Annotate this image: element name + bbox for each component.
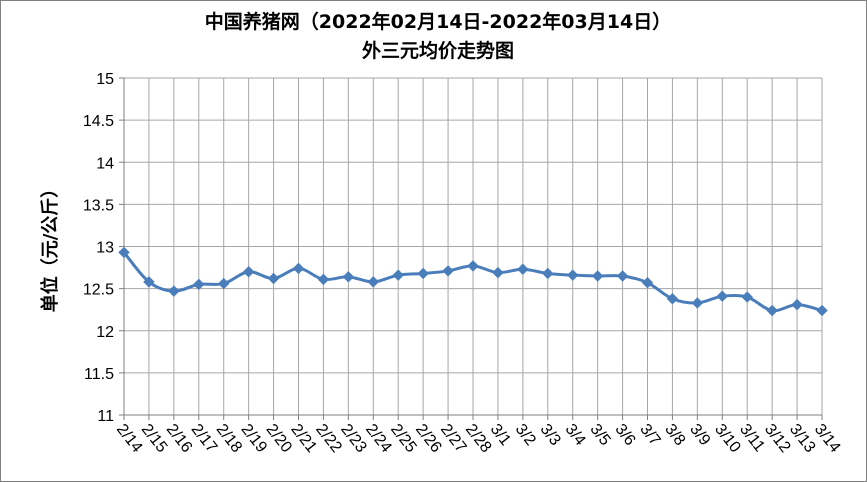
x-tick-label: 2/18 <box>213 421 246 456</box>
y-tick-label: 14.5 <box>83 113 114 130</box>
data-point <box>367 276 379 288</box>
x-tick-label: 2/14 <box>113 421 146 456</box>
data-point <box>143 276 155 288</box>
x-tick-label: 3/11 <box>736 421 768 455</box>
data-point <box>193 278 205 291</box>
x-tick-label: 3/14 <box>811 421 844 456</box>
data-point <box>816 304 828 317</box>
x-tick-label: 3/7 <box>636 421 663 449</box>
data-point <box>542 267 554 280</box>
data-point <box>616 270 629 282</box>
x-tick-label: 2/27 <box>437 421 470 456</box>
y-tick-label: 11.5 <box>84 366 114 383</box>
data-point <box>342 271 355 283</box>
y-tick-label: 12 <box>96 324 114 341</box>
x-tick-label: 2/22 <box>312 421 345 456</box>
data-point <box>567 269 579 281</box>
x-tick-label: 2/15 <box>138 421 171 456</box>
data-point <box>791 298 803 311</box>
data-point <box>417 267 429 280</box>
data-point <box>591 270 604 282</box>
data-point <box>292 262 305 275</box>
x-tick-label: 2/24 <box>362 421 395 456</box>
y-tick-label: 11 <box>97 408 114 425</box>
data-point <box>168 285 180 297</box>
data-point <box>218 277 230 290</box>
data-point <box>716 290 728 302</box>
data-point <box>467 260 479 272</box>
data-point <box>741 291 753 303</box>
x-tick-label: 2/23 <box>337 421 370 456</box>
data-point <box>691 297 704 309</box>
x-tick-label: 2/20 <box>262 421 295 456</box>
x-tick-label: 2/19 <box>237 421 270 456</box>
x-tick-label: 3/4 <box>562 421 589 449</box>
x-tick-label: 2/25 <box>387 421 420 456</box>
x-tick-label: 2/17 <box>188 421 221 456</box>
x-tick-label: 3/13 <box>786 421 819 456</box>
data-point <box>242 266 255 278</box>
y-axis-label: 单位（元/公斤） <box>39 180 61 313</box>
x-tick-label: 3/10 <box>711 421 744 456</box>
x-axis-ticks: 2/142/152/162/172/182/192/202/212/222/23… <box>113 415 844 456</box>
y-tick-label: 13.5 <box>83 197 114 214</box>
data-point <box>766 304 778 317</box>
y-axis-ticks: 11 11.5 12 12.5 13 13.5 14 14.5 15 <box>83 71 124 425</box>
y-tick-label: 13 <box>96 240 114 257</box>
data-point <box>267 272 280 285</box>
data-point <box>641 277 654 289</box>
x-tick-label: 2/28 <box>462 421 495 456</box>
x-tick-label: 3/9 <box>686 421 713 449</box>
x-tick-label: 3/6 <box>611 421 638 449</box>
y-tick-label: 12.5 <box>83 282 114 299</box>
data-point <box>118 246 130 259</box>
x-tick-label: 3/3 <box>537 421 564 449</box>
data-point <box>666 293 679 305</box>
x-tick-label: 3/8 <box>661 421 688 449</box>
chart-title: 中国养猪网（2022年02月14日-2022年03月14日） <box>205 10 671 33</box>
x-tick-label: 2/21 <box>287 421 320 456</box>
x-tick-label: 3/5 <box>586 421 613 449</box>
chart-subtitle: 外三元均价走势图 <box>362 39 514 62</box>
series-layer <box>118 246 828 317</box>
data-point <box>442 265 454 277</box>
x-tick-label: 3/12 <box>761 421 794 456</box>
grid <box>123 77 823 416</box>
x-tick-label: 2/16 <box>163 421 196 456</box>
data-point <box>492 266 504 279</box>
y-tick-label: 15 <box>96 71 114 88</box>
data-point <box>317 273 330 286</box>
y-tick-label: 14 <box>96 155 114 172</box>
data-point <box>517 263 529 275</box>
data-point <box>392 269 404 281</box>
x-tick-label: 2/26 <box>412 421 445 456</box>
x-tick-label: 3/2 <box>512 421 539 449</box>
